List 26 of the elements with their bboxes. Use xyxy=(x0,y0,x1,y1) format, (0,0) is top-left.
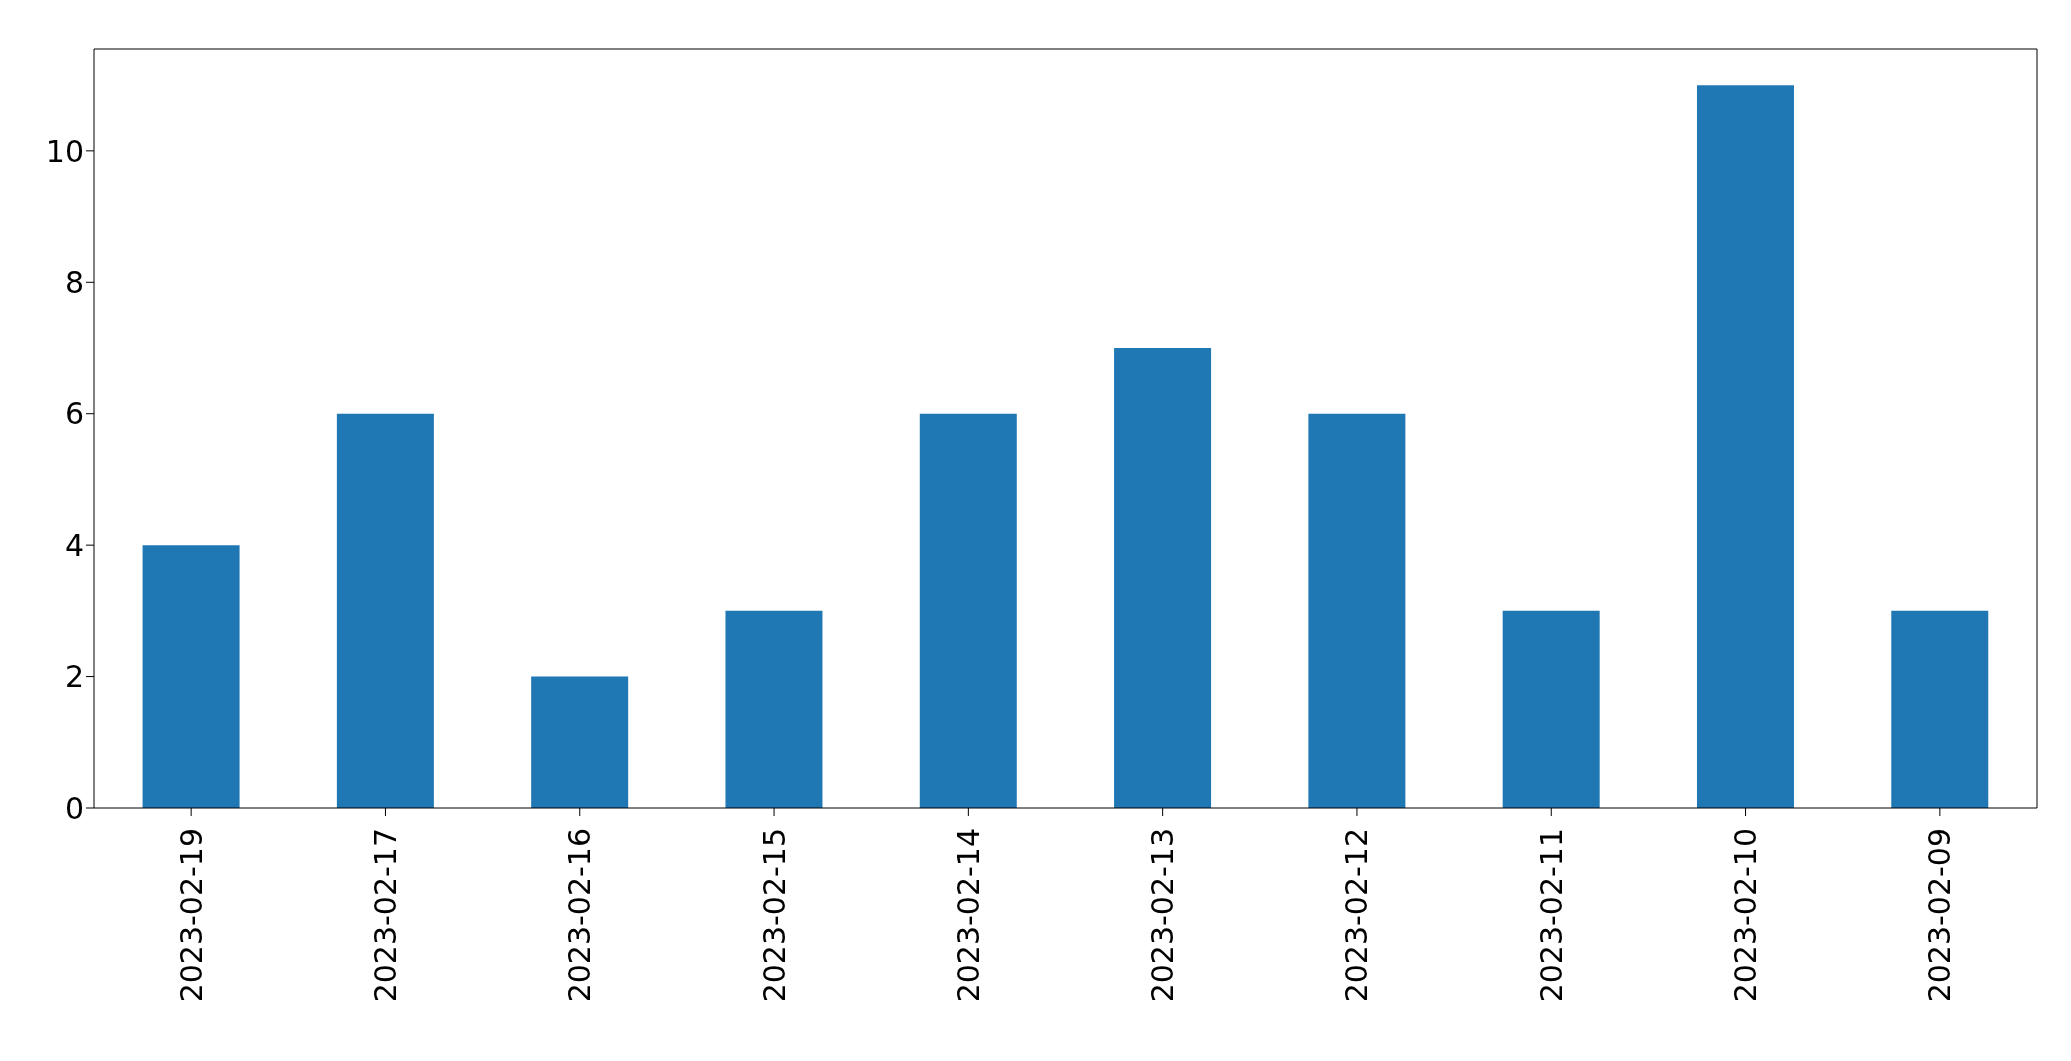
x-tick-label: 2023-02-10 xyxy=(1728,828,1764,1003)
bar xyxy=(919,413,1017,808)
bar xyxy=(1114,348,1212,808)
x-tick-label: 2023-02-12 xyxy=(1339,828,1375,1003)
bar xyxy=(1696,85,1794,808)
y-tick-label: 4 xyxy=(64,527,84,563)
bar xyxy=(1308,413,1406,808)
x-tick-label: 2023-02-15 xyxy=(756,828,792,1003)
x-tick-label: 2023-02-14 xyxy=(950,828,986,1003)
y-tick-label: 8 xyxy=(64,264,84,300)
x-tick-label: 2023-02-19 xyxy=(173,828,209,1003)
bar xyxy=(1502,610,1600,808)
bar xyxy=(1891,610,1989,808)
bar xyxy=(725,610,823,808)
bar xyxy=(336,413,434,808)
bar xyxy=(531,676,629,808)
x-tick-label: 2023-02-17 xyxy=(367,828,403,1003)
x-tick-label: 2023-02-16 xyxy=(562,828,598,1003)
x-tick-label: 2023-02-13 xyxy=(1145,828,1181,1003)
bar xyxy=(142,545,240,808)
x-tick-label: 2023-02-09 xyxy=(1922,828,1958,1003)
x-tick-label: 2023-02-11 xyxy=(1533,828,1569,1003)
y-tick-label: 10 xyxy=(45,133,84,169)
y-tick-label: 6 xyxy=(64,396,84,432)
y-tick-label: 2 xyxy=(64,659,84,695)
y-tick-label: 0 xyxy=(64,790,84,826)
